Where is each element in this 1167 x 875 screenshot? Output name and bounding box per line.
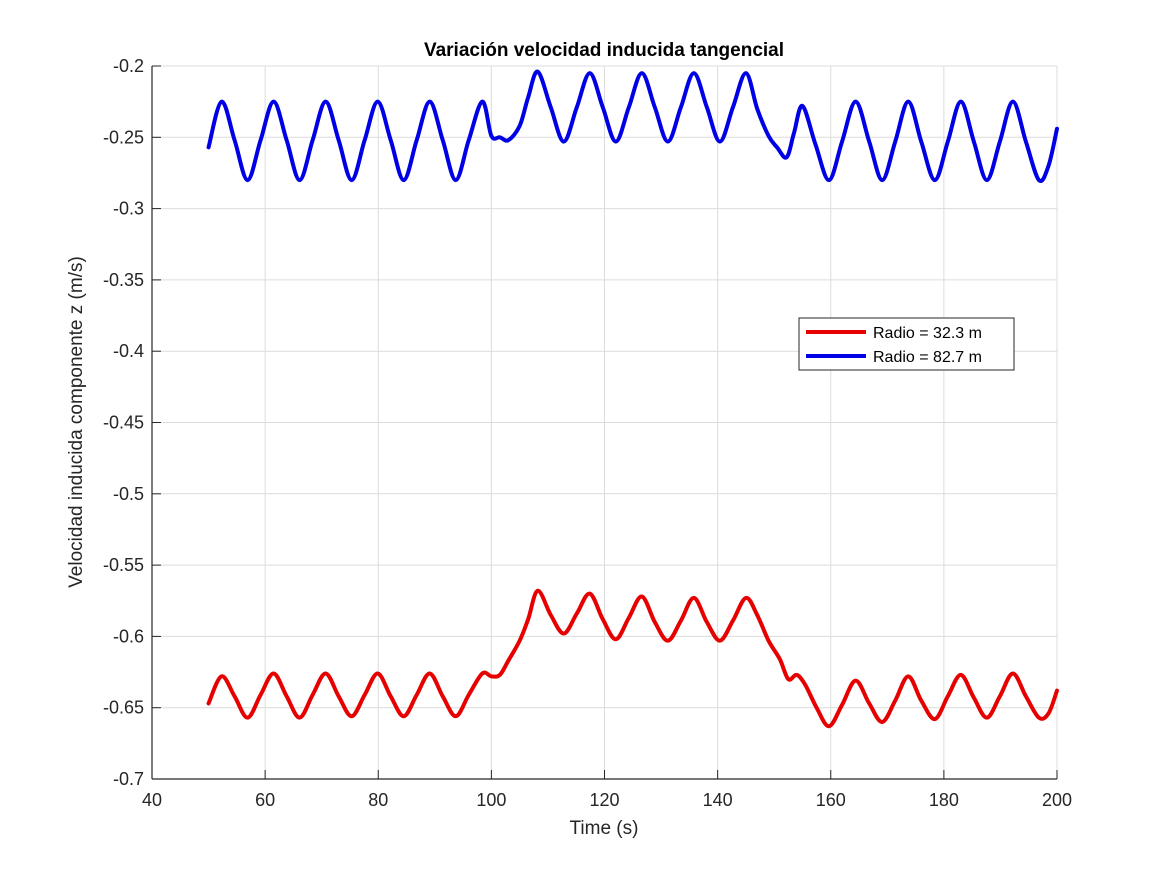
y-tick-label: -0.55 xyxy=(103,555,144,575)
x-tick-label: 100 xyxy=(476,790,506,810)
chart-title: Variación velocidad inducida tangencial xyxy=(424,40,784,61)
y-tick-label: -0.4 xyxy=(113,341,144,361)
y-tick-label: -0.65 xyxy=(103,698,144,718)
legend-label-radio-32: Radio = 32.3 m xyxy=(873,325,982,342)
x-tick-label: 60 xyxy=(255,790,275,810)
x-tick-label: 180 xyxy=(929,790,959,810)
y-tick-label: -0.25 xyxy=(103,127,144,147)
x-tick-label: 80 xyxy=(368,790,388,810)
legend: Radio = 32.3 m Radio = 82.7 m xyxy=(799,318,1014,370)
x-tick-label: 160 xyxy=(816,790,846,810)
y-tick-label: -0.35 xyxy=(103,270,144,290)
x-tick-label: 120 xyxy=(589,790,619,810)
y-tick-label: -0.6 xyxy=(113,626,144,646)
y-tick-label: -0.2 xyxy=(113,56,144,76)
x-tick-label: 40 xyxy=(142,790,162,810)
x-axis-label: Time (s) xyxy=(570,818,639,839)
y-axis-label: Velocidad inducida componente z (m/s) xyxy=(66,256,87,588)
y-tick-label: -0.7 xyxy=(113,769,144,789)
y-tick-label: -0.5 xyxy=(113,484,144,504)
legend-label-radio-82: Radio = 82.7 m xyxy=(873,349,982,366)
y-tick-label: -0.45 xyxy=(103,413,144,433)
x-tick-label: 140 xyxy=(703,790,733,810)
x-tick-label: 200 xyxy=(1042,790,1072,810)
y-tick-label: -0.3 xyxy=(113,199,144,219)
